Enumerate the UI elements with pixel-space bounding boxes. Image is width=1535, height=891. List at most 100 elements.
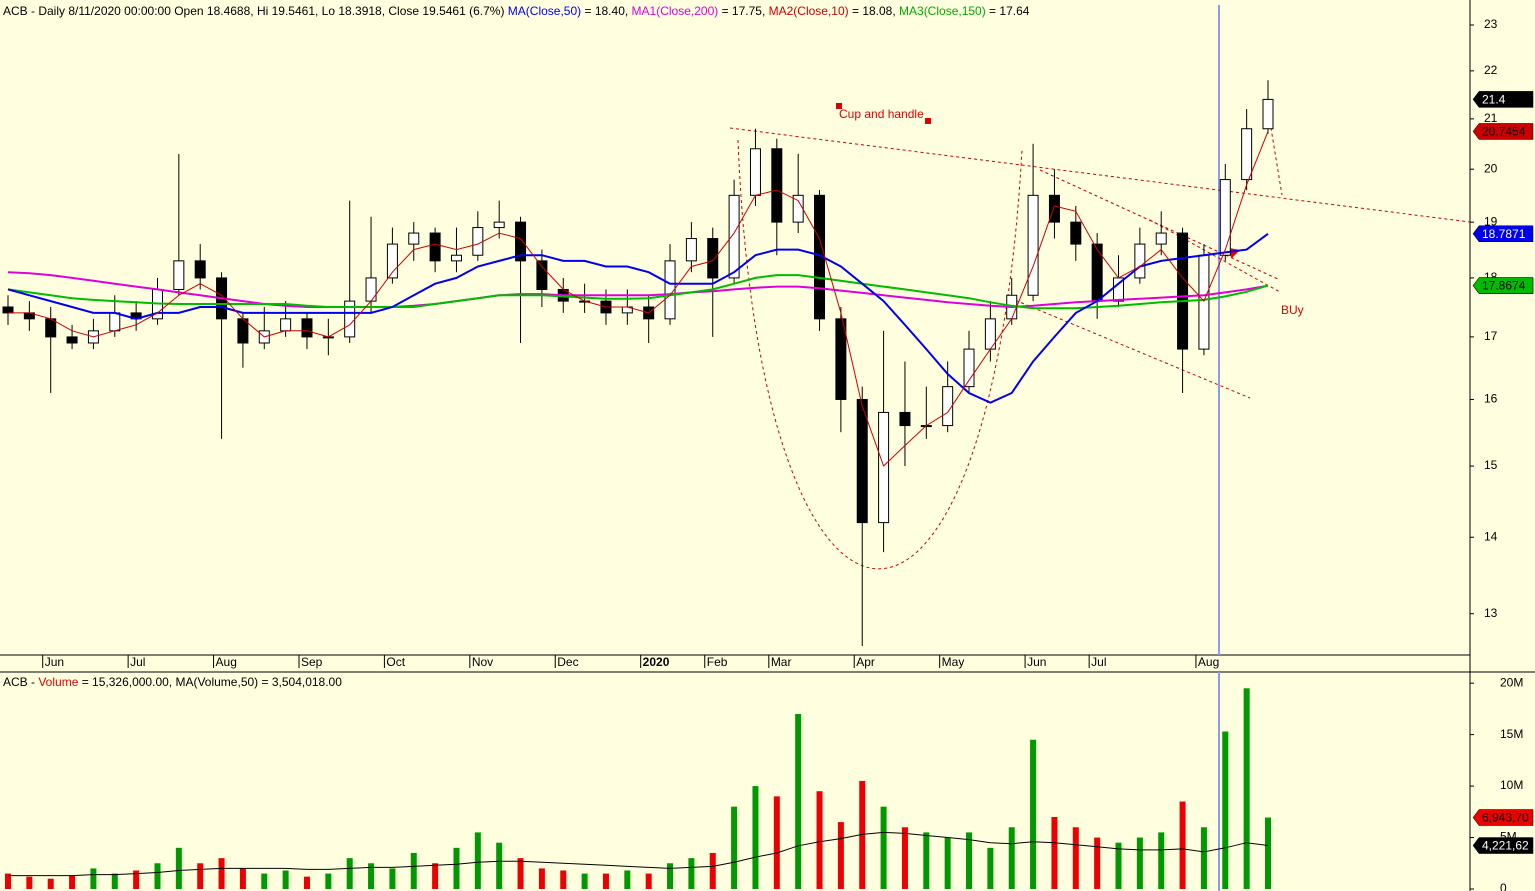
value-box [1472,91,1534,108]
x-tick-label: Jun [1027,655,1046,669]
candle-body [707,238,719,279]
header-text: MA1(Close,200) [631,4,719,18]
candle-body [942,386,954,427]
value-box-label: 20.7454 [1482,125,1526,139]
header-text: = 17.75, [718,4,769,18]
header-text: = 15,326,000.00, MA(Volume,50) = 3,504,0… [78,675,342,689]
x-tick-label: Feb [707,655,728,669]
ma-line [7,274,1269,310]
volume-bar [346,858,353,889]
value-box-label: 21.4 [1482,93,1506,107]
candle-body [1048,194,1060,223]
value-box-label: 17.8674 [1482,279,1526,293]
volume-bar [731,806,738,889]
volume-bar [688,858,695,889]
candle-body [472,227,484,256]
volume-bar [987,847,994,889]
x-tick-label: Oct [386,655,405,669]
volume-bar [538,868,545,889]
trendline [729,127,1471,223]
volume-bar [1179,801,1186,889]
y-tick-label: 15M [1500,727,1523,741]
volume-bar [517,858,524,889]
candle-body [237,318,249,344]
candle-body [365,277,377,302]
y-tick-label: 23 [1484,17,1498,31]
candle-body [728,194,740,279]
candle-body [1198,254,1210,350]
y-tick-label: 13 [1484,606,1498,620]
candle-body [664,260,676,320]
value-box [1472,123,1534,140]
volume-bar [474,832,481,889]
volume-bar [901,827,908,889]
volume-bar [197,863,204,889]
y-tick-label: 19 [1484,214,1498,228]
y-tick-label: 15 [1484,458,1498,472]
y-tick-label: 0 [1500,881,1507,891]
y-tick-label: 10M [1500,778,1523,792]
candle-body [194,260,206,279]
y-tick-label: 16 [1484,392,1498,406]
volume-bar [1051,816,1058,889]
candle-body [536,260,548,290]
volume-bar [47,878,54,889]
volume-header: ACB - Volume = 15,326,000.00, MA(Volume,… [3,675,342,689]
volume-bar [944,837,951,889]
x-tick-label: Mar [771,655,792,669]
value-box [1472,277,1534,294]
volume-bar [239,868,246,889]
x-tick-label: May [942,655,965,669]
trendline [1149,219,1281,293]
header-text: = 17.64 [985,4,1030,18]
x-tick-label: Jul [1091,655,1106,669]
volume-bar [773,796,780,889]
marker [925,118,931,124]
candle-body [1219,179,1231,256]
candle-body [1134,243,1146,279]
volume-ma-line [8,831,1269,877]
ma-line [7,232,1269,404]
candle-body [408,232,420,245]
y-tick-label: 21 [1484,111,1498,125]
header-text: MA3(Close,150) [899,4,986,18]
volume-bar [1158,832,1165,889]
candle-body [1241,128,1253,181]
y-tick-label: 14 [1484,529,1498,543]
volume-bar [282,870,289,889]
volume-bar [880,806,887,889]
value-box-label: 6,943,70 [1482,811,1529,825]
candle-body [685,238,697,262]
header-text: Volume [38,675,79,689]
volume-bar [645,873,652,889]
volume-bar [325,873,332,889]
trendline [1009,297,1251,399]
volume-bar [26,876,33,889]
candle-body [1177,232,1189,350]
value-box-label: 4,221,62 [1482,839,1529,853]
volume-bar [111,873,118,889]
volume-bar [752,786,759,889]
annotation: Cup and handle [839,107,924,121]
volume-bar [1222,731,1229,889]
candle-body [1027,194,1039,296]
value-box [1472,225,1534,243]
candle-body [899,411,911,427]
x-tick-label: 2020 [643,655,670,669]
candle-body [493,221,505,229]
candle-body [2,306,14,314]
volume-bar [1136,837,1143,889]
volume-bar [218,858,225,889]
candle-body [771,148,783,223]
x-tick-label: Jun [45,655,64,669]
y-tick-label: 17 [1484,329,1498,343]
y-tick-label: 20M [1500,675,1523,689]
volume-bar [453,847,460,889]
x-tick-label: Nov [472,655,493,669]
volume-bar [410,852,417,889]
header-text: = 18.08, [848,4,900,18]
volume-bar [581,873,588,889]
volume-bar [1094,837,1101,889]
header-text: ACB - [3,675,39,689]
